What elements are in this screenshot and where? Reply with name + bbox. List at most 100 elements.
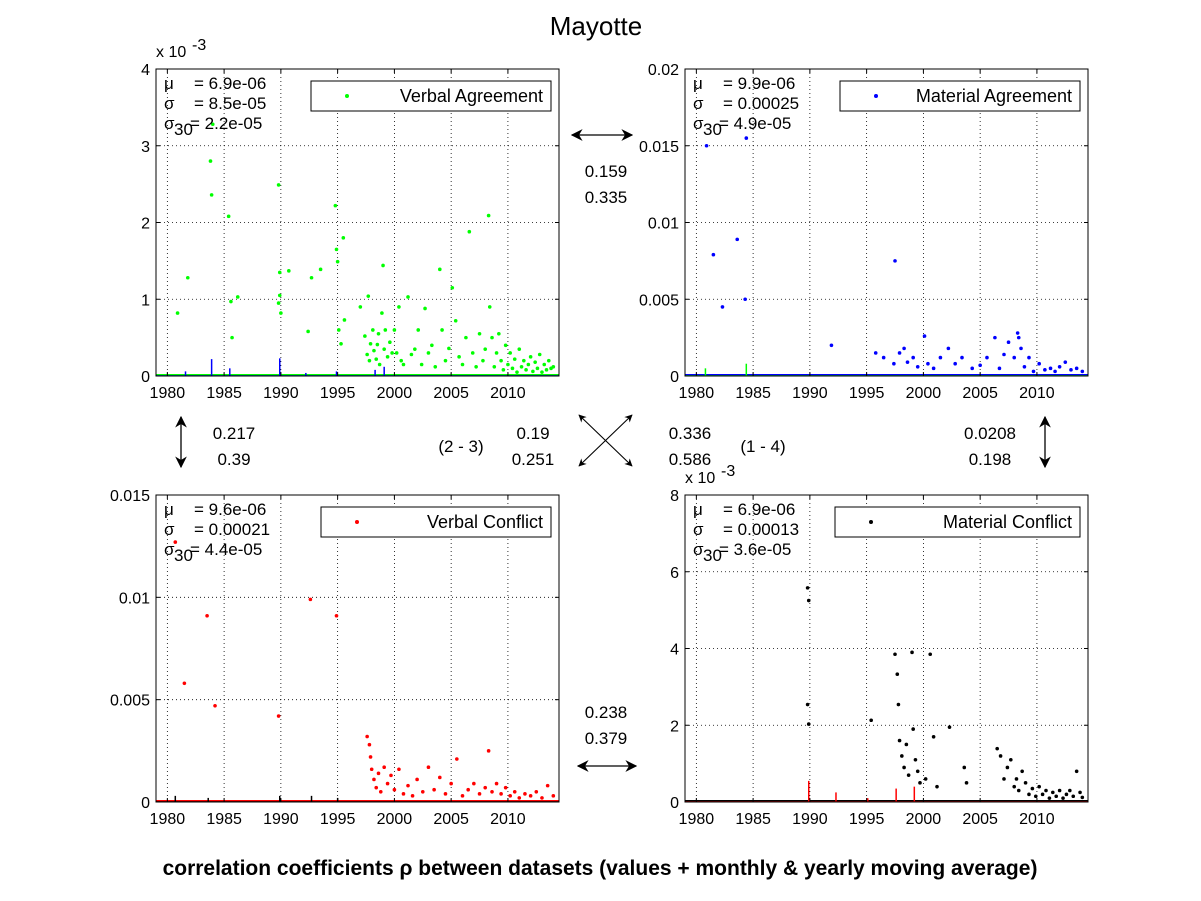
data-point <box>173 540 178 544</box>
y-tick-label: 2 <box>670 718 679 735</box>
axis-multiplier: x 10 <box>685 470 715 487</box>
stat-sigma-symbol: σ <box>693 94 704 113</box>
figure-caption: correlation coefficients ρ between datas… <box>163 857 1038 880</box>
stat-sigma30: = 2.2e-05 <box>190 114 262 133</box>
data-point <box>1012 784 1017 789</box>
data-point <box>383 328 388 332</box>
data-point <box>970 366 975 371</box>
diag-2-3-label: (2 - 3) <box>438 437 483 456</box>
data-point <box>309 275 314 280</box>
data-point <box>1080 369 1085 374</box>
data-point <box>508 794 512 798</box>
data-point <box>531 369 535 374</box>
data-point <box>390 351 394 355</box>
x-tick-label: 1995 <box>849 385 885 402</box>
y-tick-label: 0 <box>670 369 679 386</box>
y-tick-label: 0.015 <box>110 488 150 505</box>
x-tick-label: 2005 <box>433 385 469 402</box>
corr-top-average: 0.335 <box>585 188 628 207</box>
data-point <box>235 295 240 299</box>
data-point <box>426 765 431 770</box>
data-point <box>922 334 927 338</box>
data-point <box>308 597 313 602</box>
x-tick-label: 2005 <box>962 385 998 402</box>
data-point <box>397 767 401 772</box>
legend-box <box>839 80 1081 112</box>
data-point <box>551 364 556 369</box>
data-point <box>334 613 339 618</box>
data-point <box>229 299 233 304</box>
data-point <box>1074 769 1079 774</box>
data-point <box>1033 794 1038 799</box>
y-tick-label: 0.01 <box>648 216 679 233</box>
data-point <box>432 787 436 792</box>
data-point <box>374 785 379 790</box>
diag-1-4-value: 0.336 <box>669 424 712 443</box>
data-point <box>460 794 465 798</box>
data-point <box>895 672 900 677</box>
data-point <box>997 366 1002 371</box>
y-tick-label: 0.015 <box>639 139 679 156</box>
data-point <box>931 734 936 739</box>
x-tick-label: 1980 <box>150 811 186 828</box>
data-point <box>401 362 406 367</box>
diag-1-4-average: 0.586 <box>669 450 712 469</box>
data-point <box>368 755 373 759</box>
data-point <box>389 773 393 778</box>
corr-right-average: 0.198 <box>969 450 1012 469</box>
data-point <box>1061 796 1065 800</box>
data-point <box>964 781 969 785</box>
data-point <box>805 586 810 590</box>
data-point <box>341 236 346 240</box>
data-point <box>467 229 472 234</box>
y-tick-label: 0 <box>670 795 679 812</box>
data-point <box>1012 355 1017 360</box>
data-point <box>209 193 214 197</box>
data-point <box>928 652 933 657</box>
stat-sigma30: = 4.4e-05 <box>190 540 262 559</box>
data-point <box>1022 364 1027 369</box>
data-point <box>897 351 902 355</box>
data-point <box>523 792 527 796</box>
data-point <box>374 357 379 361</box>
data-point <box>205 613 209 618</box>
data-point <box>372 348 376 353</box>
data-point <box>892 361 896 366</box>
data-point <box>1031 369 1036 374</box>
data-point <box>915 769 920 774</box>
data-point <box>409 352 414 357</box>
stat-sigma-symbol: σ <box>693 520 704 539</box>
axis-multiplier: x 10 <box>156 44 186 61</box>
x-tick-label: 1995 <box>849 811 885 828</box>
x-tick-label: 2010 <box>1019 811 1055 828</box>
stat-sigma: = 8.5e-05 <box>194 94 266 113</box>
axis-multiplier-exponent: -3 <box>721 463 735 480</box>
data-point <box>735 237 740 242</box>
x-tick-label: 1995 <box>320 811 356 828</box>
legend-label: Verbal Agreement <box>400 86 543 106</box>
legend-label: Material Conflict <box>943 512 1072 532</box>
data-point <box>911 727 915 731</box>
data-point <box>540 370 544 374</box>
data-point <box>542 362 547 367</box>
data-point <box>460 362 465 367</box>
data-point <box>1048 366 1053 371</box>
data-point <box>388 340 392 345</box>
data-point <box>540 796 544 800</box>
data-point <box>399 358 404 363</box>
y-tick-label: 0.01 <box>119 590 150 607</box>
x-tick-label: 2000 <box>906 811 942 828</box>
data-point <box>413 347 417 351</box>
data-point <box>1047 796 1052 800</box>
data-point <box>487 305 492 309</box>
data-point <box>358 305 363 309</box>
data-point <box>486 749 491 753</box>
data-point <box>443 358 448 363</box>
data-point <box>447 346 451 351</box>
legend-marker <box>345 94 349 98</box>
stat-sigma30-subscript: 30 <box>174 120 193 139</box>
data-point <box>382 347 386 351</box>
data-point <box>1005 765 1010 770</box>
y-tick-label: 1 <box>141 292 150 309</box>
